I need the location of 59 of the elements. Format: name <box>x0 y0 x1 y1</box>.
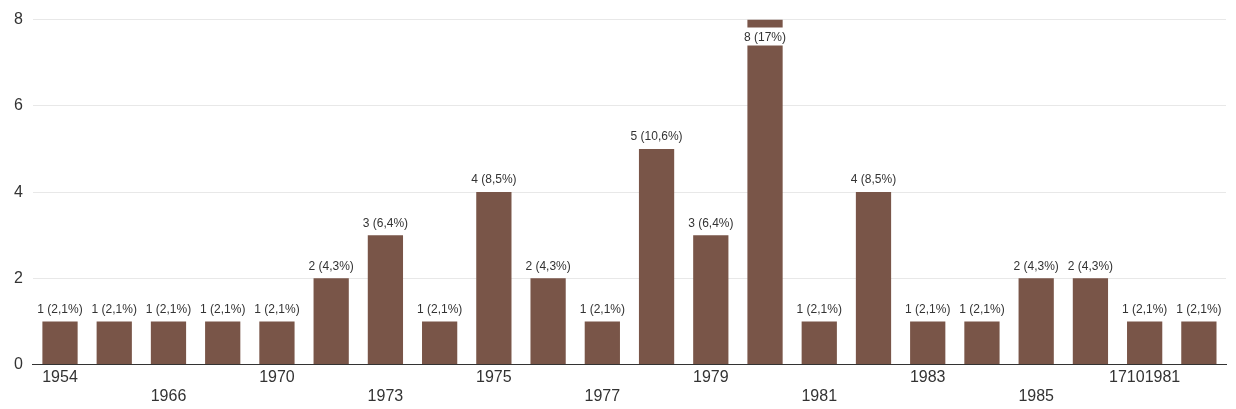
data-label: 4 (8,5%) <box>850 172 897 187</box>
x-tick-label: 1981 <box>801 386 838 404</box>
data-label: 1 (2,1%) <box>37 301 83 316</box>
data-label: 1 (2,1%) <box>796 301 842 316</box>
bar <box>964 321 1000 365</box>
x-tick-label: 1970 <box>259 367 295 385</box>
data-label: 1 (2,1%) <box>91 301 137 316</box>
bar <box>584 321 620 365</box>
bar <box>96 321 132 365</box>
x-tick-label: 1979 <box>693 367 729 385</box>
data-label: 1 (2,1%) <box>1121 301 1168 316</box>
x-tick-label: 1954 <box>42 367 78 385</box>
bar <box>1072 278 1109 365</box>
bar <box>422 321 458 365</box>
data-label: 2 (4,3%) <box>308 258 354 273</box>
data-label: 8 (17%) <box>744 29 787 44</box>
data-label: 1 (2,1%) <box>416 301 463 316</box>
bar <box>855 192 892 365</box>
x-tick-label: 17101981 <box>1109 367 1181 385</box>
bar <box>42 321 78 365</box>
bar <box>1181 321 1217 365</box>
data-label: 1 (2,1%) <box>1176 301 1222 316</box>
data-label: 4 (8,5%) <box>471 172 517 187</box>
y-tick-label: 8 <box>13 10 23 28</box>
data-label: 1 (2,1%) <box>905 301 951 316</box>
y-tick-label: 4 <box>13 182 23 200</box>
x-tick-label: 1975 <box>476 367 512 385</box>
data-label: 1 (2,1%) <box>200 301 246 316</box>
data-label: 2 (4,3%) <box>525 258 571 273</box>
bar <box>693 235 729 365</box>
bar <box>205 321 241 365</box>
bar <box>1127 321 1163 365</box>
bar <box>910 321 946 365</box>
x-tick-label: 1973 <box>367 386 404 404</box>
data-label: 5 (10,6%) <box>630 129 683 144</box>
y-tick-label: 2 <box>13 268 23 286</box>
bar <box>313 278 349 365</box>
bar <box>259 321 295 365</box>
bar <box>638 148 675 365</box>
bar <box>530 278 566 365</box>
x-tick-label: 1983 <box>909 367 946 385</box>
data-label: 3 (6,4%) <box>362 215 409 230</box>
data-label: 1 (2,1%) <box>959 301 1005 316</box>
data-label: 2 (4,3%) <box>1013 258 1059 273</box>
x-tick-label: 1977 <box>584 386 621 404</box>
bar <box>367 235 404 365</box>
data-label: 2 (4,3%) <box>1067 258 1114 273</box>
bar <box>1018 278 1054 365</box>
data-label: 1 (2,1%) <box>254 301 300 316</box>
data-label: 1 (2,1%) <box>579 301 626 316</box>
x-tick-label: 1966 <box>150 386 187 404</box>
data-label: 1 (2,1%) <box>145 301 192 316</box>
bar <box>476 192 512 365</box>
x-tick-label: 1985 <box>1018 386 1055 404</box>
bar <box>150 321 187 365</box>
y-tick-label: 6 <box>13 96 23 114</box>
data-label: 3 (6,4%) <box>688 215 734 230</box>
y-tick-label: 0 <box>13 355 23 373</box>
bar <box>801 321 837 365</box>
